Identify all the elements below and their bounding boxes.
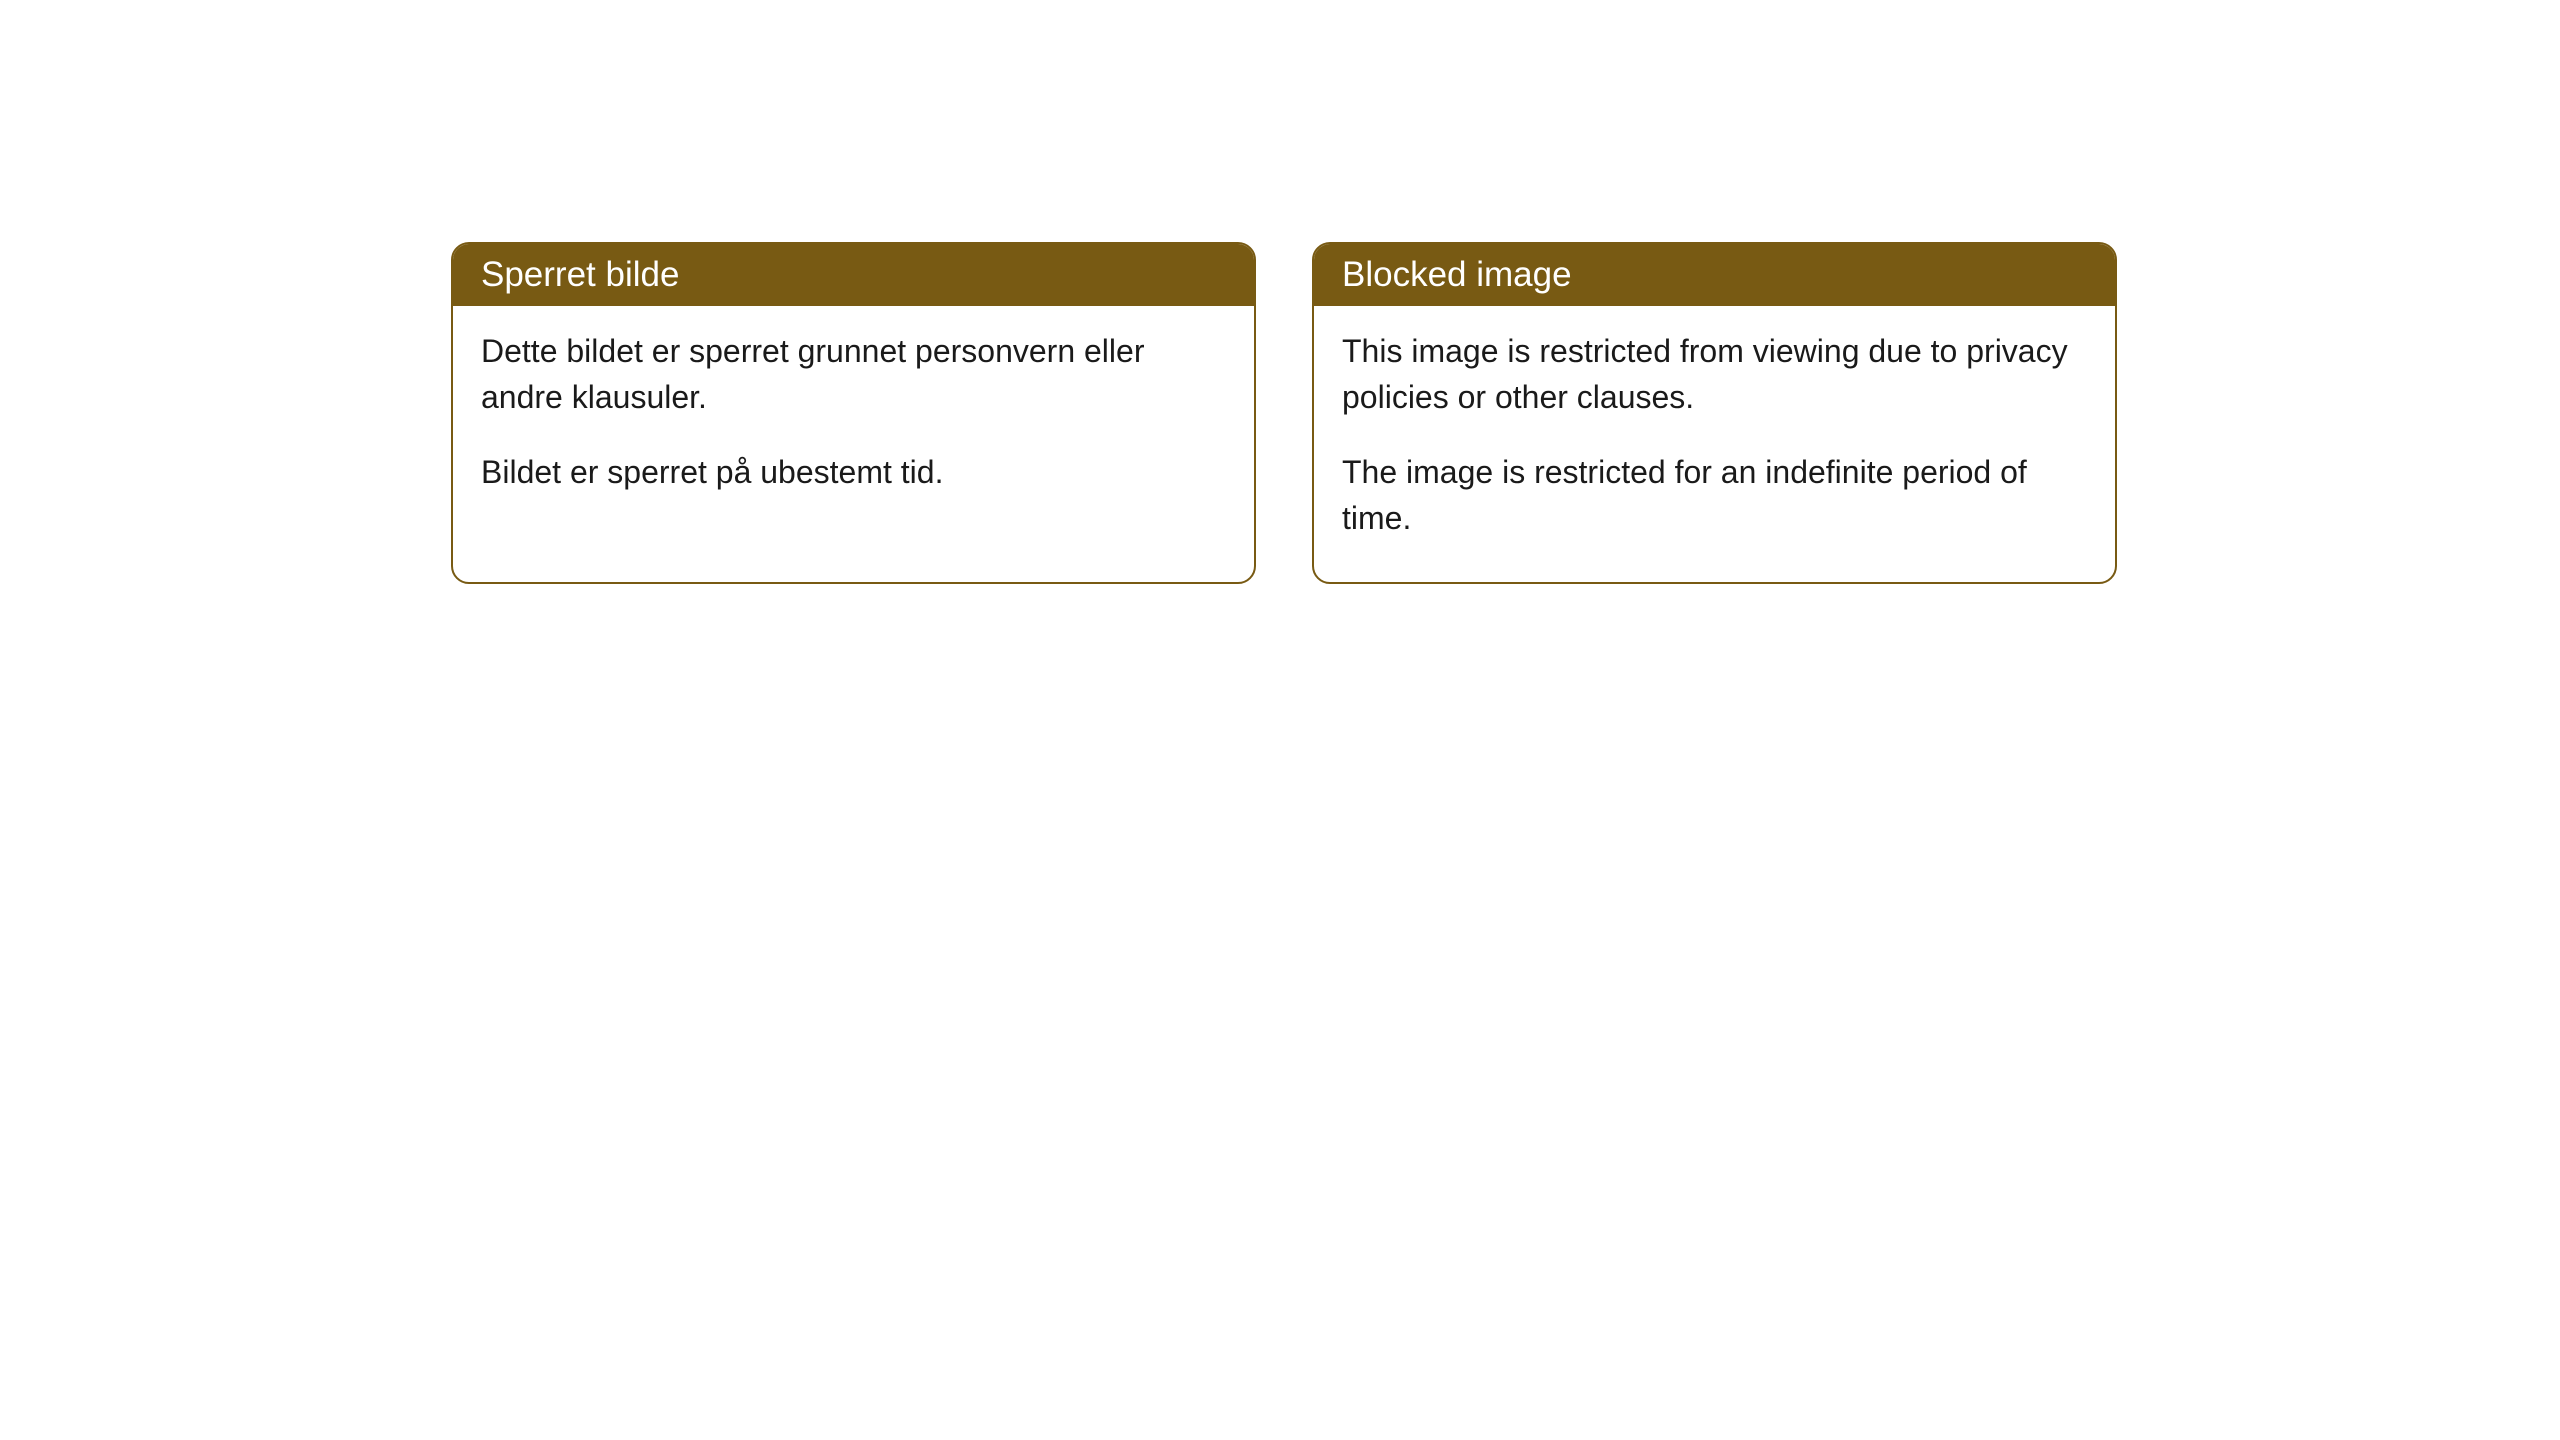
card-title: Blocked image [1342,255,1572,294]
card-header: Sperret bilde [453,244,1254,306]
notice-card-norwegian: Sperret bilde Dette bildet er sperret gr… [451,242,1256,584]
card-title: Sperret bilde [481,255,679,294]
card-paragraph: The image is restricted for an indefinit… [1342,449,2087,542]
notice-cards-container: Sperret bilde Dette bildet er sperret gr… [451,242,2117,584]
card-header: Blocked image [1314,244,2115,306]
card-paragraph: This image is restricted from viewing du… [1342,328,2087,421]
card-body: This image is restricted from viewing du… [1314,306,2115,582]
card-paragraph: Bildet er sperret på ubestemt tid. [481,449,1226,495]
card-body: Dette bildet er sperret grunnet personve… [453,306,1254,535]
notice-card-english: Blocked image This image is restricted f… [1312,242,2117,584]
card-paragraph: Dette bildet er sperret grunnet personve… [481,328,1226,421]
